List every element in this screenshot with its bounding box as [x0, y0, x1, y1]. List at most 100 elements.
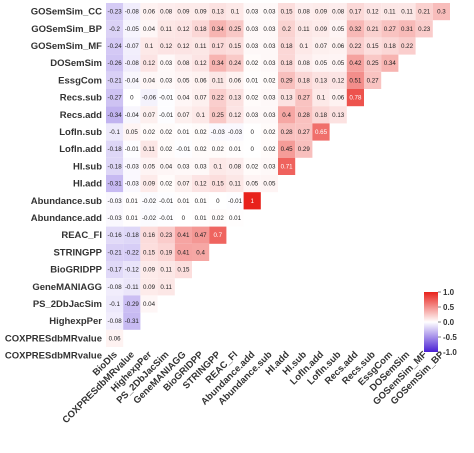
heatmap-cell	[312, 20, 330, 38]
heatmap-cell	[432, 3, 450, 21]
cell-value-label: -0.03	[125, 181, 140, 188]
cell-value-label: 0.03	[263, 43, 276, 50]
cell-value-label: 0	[182, 215, 186, 222]
cell-value-label: -0.01	[125, 146, 140, 153]
heatmap-cell	[278, 123, 296, 141]
cell-value-label: 0.01	[229, 146, 242, 153]
heatmap-cell	[192, 192, 210, 210]
cell-value-label: 0.02	[160, 129, 173, 136]
cell-value-label: 0.11	[195, 43, 207, 50]
heatmap-cell	[209, 123, 227, 141]
heatmap-cell	[106, 106, 124, 124]
cell-value-label: 0.31	[401, 26, 414, 33]
cell-value-label: 0.45	[281, 146, 294, 153]
cell-value-label: 0.1	[317, 95, 326, 102]
cell-value-label: -0.2	[109, 26, 120, 33]
cell-value-label: 0.03	[177, 163, 190, 170]
heatmap-cell	[106, 278, 124, 296]
heatmap-cell	[398, 20, 416, 38]
cell-value-label: 0.02	[195, 129, 208, 136]
cell-value-label: 0.78	[349, 95, 362, 102]
cell-value-label: -0.01	[159, 198, 174, 205]
cell-value-label: -0.06	[142, 95, 157, 102]
cell-value-label: 0.18	[384, 43, 397, 50]
heatmap-cell	[157, 192, 175, 210]
heatmap-cell	[123, 312, 141, 330]
cell-value-label: 0.29	[281, 77, 294, 84]
cell-value-label: 0.25	[229, 26, 242, 33]
heatmap-cell	[415, 3, 433, 21]
heatmap-cell	[123, 106, 141, 124]
cell-value-label: 0.02	[246, 163, 259, 170]
cell-value-label: -0.12	[125, 267, 140, 274]
heatmap-cell	[346, 20, 364, 38]
color-legend: 1.0 0.5 0.0 -0.5 -1.0	[424, 288, 457, 357]
row-label: Recs.sub	[60, 93, 102, 104]
cell-value-label: 0.02	[263, 146, 276, 153]
cell-value-label: 0.04	[143, 301, 156, 308]
cell-value-label: 0.05	[315, 60, 328, 67]
cell-value-label: 0.01	[126, 215, 139, 222]
row-label: DOSemSim	[50, 58, 102, 69]
cell-value-label: 0.22	[401, 43, 414, 50]
heatmap-cell	[346, 71, 364, 89]
row-label: GeneMANIAGG	[32, 282, 102, 293]
heatmap-cell	[312, 89, 330, 107]
heatmap-cell	[226, 20, 244, 38]
cell-value-label: 0.41	[177, 232, 190, 239]
cell-value-label: 0.21	[367, 26, 380, 33]
cell-value-label: 0.13	[332, 112, 345, 119]
heatmap-cell	[123, 261, 141, 279]
heatmap-cell	[192, 89, 210, 107]
heatmap-cell	[106, 157, 124, 175]
heatmap-cell	[329, 54, 347, 72]
row-label: BioGRIDPP	[50, 265, 102, 276]
cell-value-label: 0.4	[196, 249, 205, 256]
cell-value-label: 0.15	[177, 267, 190, 274]
heatmap-cell	[260, 140, 278, 158]
cell-value-label: 0	[250, 129, 254, 136]
cell-value-label: -0.26	[108, 60, 123, 67]
row-label: STRINGPP	[53, 247, 102, 258]
cell-value-label: 0.05	[246, 181, 259, 188]
heatmap-cell	[123, 3, 141, 21]
legend-colorbar	[424, 292, 438, 352]
heatmap-cell	[260, 54, 278, 72]
heatmap-cell	[140, 209, 158, 227]
heatmap-cell	[140, 3, 158, 21]
heatmap-cell	[123, 54, 141, 72]
cell-value-label: 0.27	[298, 95, 311, 102]
heatmap-cell	[226, 37, 244, 55]
cell-value-label: 0.02	[263, 77, 276, 84]
heatmap-cell	[295, 140, 313, 158]
heatmap-cell	[243, 37, 261, 55]
heatmap-cell	[140, 278, 158, 296]
heatmap-cell	[226, 209, 244, 227]
heatmap-cell	[364, 20, 382, 38]
heatmap-cell	[295, 71, 313, 89]
heatmap-cell	[295, 20, 313, 38]
heatmap-cell	[209, 20, 227, 38]
heatmap-cell	[260, 3, 278, 21]
heatmap-cell	[157, 140, 175, 158]
heatmap-cell	[209, 209, 227, 227]
cell-value-label: -0.02	[142, 215, 157, 222]
cell-value-label: 0.15	[212, 181, 225, 188]
heatmap-cell	[174, 157, 192, 175]
heatmap-cell	[192, 123, 210, 141]
heatmap-cell	[278, 71, 296, 89]
heatmap-cell	[209, 89, 227, 107]
cell-value-label: 0	[216, 198, 220, 205]
row-label: LofIn.sub	[59, 127, 102, 138]
heatmap-cell	[243, 106, 261, 124]
cell-value-label: 0.01	[177, 129, 190, 136]
heatmap-cell	[157, 175, 175, 193]
heatmap-cell	[329, 89, 347, 107]
cell-value-label: 0.03	[160, 77, 173, 84]
cell-value-label: 0.08	[332, 9, 345, 16]
heatmap-cell	[295, 123, 313, 141]
cell-value-label: 0.09	[143, 181, 156, 188]
heatmap-cell	[278, 3, 296, 21]
cell-value-label: 0.15	[229, 43, 242, 50]
